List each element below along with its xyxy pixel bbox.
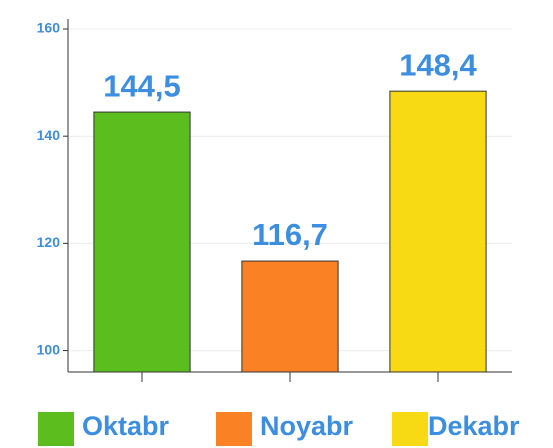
bar <box>93 111 191 373</box>
legend-swatch <box>38 412 74 446</box>
legend-swatch <box>216 412 252 446</box>
y-tick-label: 160 <box>37 20 61 36</box>
bar <box>241 260 339 373</box>
y-tick-label: 100 <box>37 341 61 357</box>
legend-swatch <box>392 412 428 446</box>
legend-label: Noyabr <box>260 411 354 441</box>
legend-label: Oktabr <box>82 411 170 441</box>
bar <box>389 90 487 373</box>
value-label: 116,7 <box>252 217 328 252</box>
y-tick-label: 120 <box>37 234 61 250</box>
y-tick-label: 140 <box>37 127 61 143</box>
value-label: 148,4 <box>399 47 477 82</box>
value-label: 144,5 <box>103 68 181 103</box>
legend-label: Dekabr <box>428 411 520 441</box>
